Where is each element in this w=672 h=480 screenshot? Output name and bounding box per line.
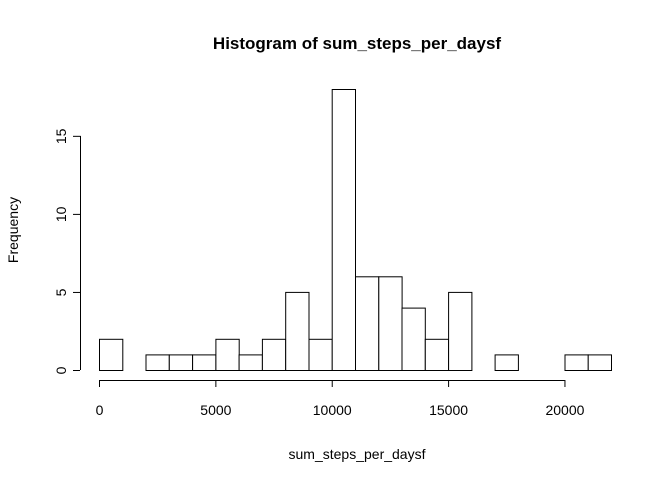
histogram-bar (331, 89, 357, 371)
y-tick-label: 5 (53, 288, 69, 296)
x-axis-label: sum_steps_per_daysf (289, 446, 426, 462)
histogram-bar (587, 354, 613, 371)
x-tick-label: 20000 (545, 402, 584, 418)
y-tick-label: 15 (53, 128, 69, 144)
histogram-bar (285, 291, 310, 371)
y-axis-label: Frequency (5, 197, 21, 263)
y-tick-label: 10 (53, 206, 69, 222)
histogram-bar (145, 354, 170, 371)
histogram-bar (401, 307, 426, 372)
histogram-bar (238, 354, 263, 371)
x-tick-label: 0 (96, 402, 104, 418)
histogram-bar (192, 354, 217, 371)
chart-title: Histogram of sum_steps_per_daysf (213, 34, 501, 53)
x-axis: 0 5000 10000 15000 20000 (96, 380, 585, 418)
histogram-bar (564, 354, 589, 371)
histogram-bar (448, 291, 473, 371)
histogram-bar (378, 276, 403, 371)
histogram-bar (355, 276, 380, 371)
histogram-bar (215, 338, 240, 371)
x-tick-label: 5000 (200, 402, 231, 418)
y-tick-label: 0 (53, 366, 69, 374)
histogram-bar (424, 338, 450, 371)
x-tick-label: 15000 (429, 402, 468, 418)
histogram-bars (99, 89, 613, 372)
histogram-bar (168, 354, 194, 371)
histogram-bar (494, 354, 519, 371)
histogram-bar (308, 338, 333, 371)
histogram-bar (261, 338, 287, 371)
histogram-bar (99, 338, 124, 371)
y-axis: 0 5 10 15 (53, 128, 81, 374)
x-tick-label: 10000 (313, 402, 352, 418)
